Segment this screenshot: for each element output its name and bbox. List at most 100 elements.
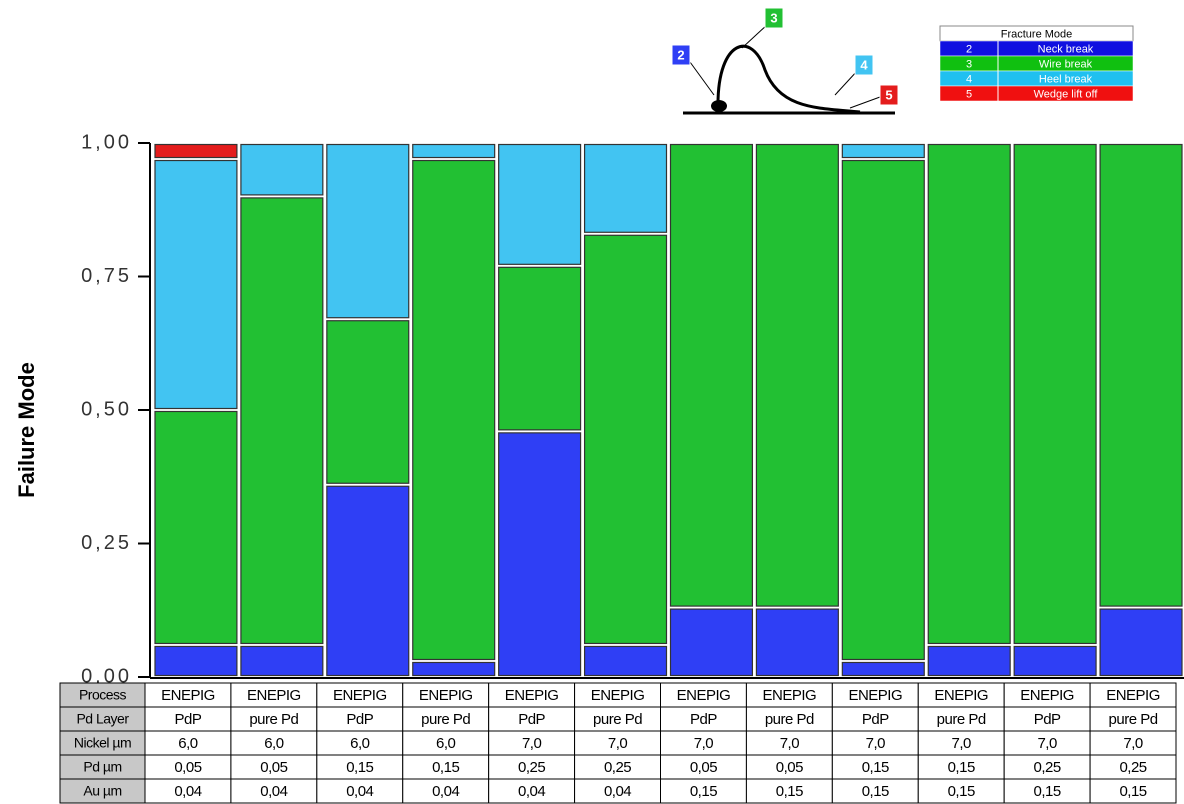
table-cell-text: 7,0	[866, 735, 886, 752]
bar-segment	[755, 608, 839, 677]
table-cell-text: ENEPIG	[1106, 687, 1160, 704]
table-cell-text: PdP	[690, 711, 717, 728]
table-cell-text: 6,0	[436, 735, 456, 752]
callout-label: 2	[677, 47, 684, 62]
table-cell-text: pure Pd	[1109, 711, 1158, 728]
table-cell-text: PdP	[862, 711, 889, 728]
table-cell-text: 0,15	[690, 783, 717, 800]
table-cell-text: pure Pd	[937, 711, 986, 728]
bar-segment	[154, 159, 238, 410]
bar-segment	[240, 197, 324, 645]
bar-segment	[583, 234, 668, 645]
table-cell-text: 0,25	[604, 759, 631, 776]
bar-segment	[498, 266, 582, 431]
bar-segment	[841, 661, 925, 677]
table-cell-text: 0,15	[346, 759, 373, 776]
table-cell-text: ENEPIG	[419, 687, 473, 704]
table-cell-text: ENEPIG	[934, 687, 988, 704]
table-header-cell	[59, 754, 146, 780]
bar-segment	[841, 159, 925, 661]
table-row-label: Process	[79, 687, 127, 703]
bar-segment	[326, 485, 410, 677]
bar-segment	[841, 143, 925, 159]
table-header-cell	[59, 778, 146, 804]
wire-diagram	[683, 23, 895, 115]
table-cell-text: pure Pd	[765, 711, 814, 728]
bar-segment	[669, 608, 754, 677]
callout-label: 5	[885, 87, 892, 102]
table-cell-text: 0,25	[518, 759, 545, 776]
table-cell	[1003, 706, 1091, 732]
bar-segment	[326, 143, 410, 319]
table-cell	[488, 730, 576, 756]
bar-segment	[412, 143, 496, 159]
table-cell-text: 0,25	[1119, 759, 1146, 776]
table-cell	[144, 778, 232, 804]
table-cell	[660, 754, 747, 780]
table-cell	[917, 754, 1005, 780]
table-cell-text: PdP	[175, 711, 202, 728]
legend-label: Heel break	[1039, 73, 1093, 85]
table-cell-text: 0,04	[346, 783, 373, 800]
table-cell-text: ENEPIG	[763, 687, 817, 704]
legend-code: 4	[966, 73, 972, 85]
table-cell-text: 6,0	[178, 735, 198, 752]
table-cell-text: 0,15	[862, 759, 889, 776]
table-cell	[1089, 730, 1177, 756]
pointer	[741, 23, 769, 49]
table-cell-text: ENEPIG	[848, 687, 902, 704]
wire	[716, 44, 861, 114]
table-cell-text: ENEPIG	[161, 687, 215, 704]
table-cell	[316, 706, 404, 732]
table-cell-text: 0,04	[174, 783, 201, 800]
bar-segment	[498, 432, 582, 677]
table-cell-text: ENEPIG	[505, 687, 559, 704]
bar-segment	[240, 143, 324, 196]
table-cell-text: 0,15	[432, 759, 459, 776]
legend-label: Neck break	[1038, 43, 1094, 55]
table-row-label: Au µm	[83, 783, 121, 799]
table-cell-text: ENEPIG	[1020, 687, 1074, 704]
table-cell-text: 0,25	[1034, 759, 1061, 776]
table-cell-text: 0,05	[690, 759, 717, 776]
callout-label: 3	[770, 10, 777, 25]
callout-label: 4	[860, 57, 868, 72]
table-cell-text: 7,0	[952, 735, 972, 752]
y-axis-title: Failure Mode	[14, 362, 39, 498]
pointer	[849, 96, 881, 109]
table-cell	[917, 730, 1005, 756]
bar-segment	[240, 645, 324, 677]
table-row-label: Nickel µm	[74, 735, 131, 751]
table-cell-text: 7,0	[522, 735, 542, 752]
table-cell-text: PdP	[1034, 711, 1061, 728]
table-cell	[144, 754, 232, 780]
bar-segment	[412, 159, 496, 661]
table-cell-text: PdP	[346, 711, 373, 728]
table-header-cell	[59, 682, 146, 708]
y-tick-label: 0,75	[81, 265, 132, 287]
ball-bond	[711, 100, 727, 112]
bar-segment	[755, 143, 839, 607]
bar-segment	[1013, 645, 1097, 677]
table-cell-text: ENEPIG	[333, 687, 387, 704]
legend-swatch	[939, 85, 1134, 102]
table-cell-text: 0,05	[174, 759, 201, 776]
table-cell-text: pure Pd	[593, 711, 642, 728]
table-cell-text: 0,15	[776, 783, 803, 800]
legend-code: 5	[966, 88, 972, 100]
bar-segment	[412, 661, 496, 677]
table-cell	[1089, 778, 1177, 804]
y-tick-label: 0,25	[81, 532, 132, 554]
table-cell-text: 7,0	[1123, 735, 1143, 752]
table-cell-text: 7,0	[1037, 735, 1057, 752]
table-cell	[831, 730, 919, 756]
bar-segment	[1099, 608, 1183, 677]
table-cell-text: 0,15	[1034, 783, 1061, 800]
table-cell-text: pure Pd	[249, 711, 298, 728]
y-tick-label: 0,00	[81, 665, 132, 687]
table-cell-text: ENEPIG	[591, 687, 645, 704]
bar-segment	[154, 410, 238, 645]
table-cell	[402, 754, 490, 780]
table-cell	[488, 706, 576, 732]
